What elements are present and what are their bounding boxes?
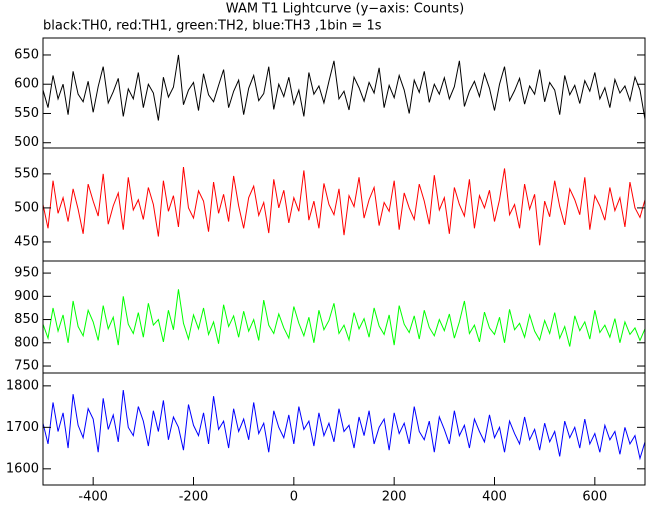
x-tick-label: -400 <box>78 490 108 505</box>
y-tick-label: 950 <box>14 266 39 281</box>
x-tick-label: 600 <box>582 490 607 505</box>
data-line <box>42 166 646 246</box>
x-tick-label: -200 <box>179 490 209 505</box>
panel-frame <box>42 372 646 486</box>
y-tick-label: 550 <box>14 106 39 121</box>
y-tick-label: 500 <box>14 200 39 215</box>
chart-title: WAM T1 Lightcurve (y−axis: Counts) <box>226 2 464 17</box>
y-tick-label: 850 <box>14 312 39 327</box>
y-tick-label: 800 <box>14 335 39 350</box>
y-tick-label: 500 <box>14 135 39 150</box>
x-tick-label: 0 <box>290 490 298 505</box>
y-tick-label: 1800 <box>6 378 39 393</box>
data-line <box>42 289 646 347</box>
panel-frame <box>42 147 646 262</box>
y-tick-label: 750 <box>14 359 39 374</box>
chart-subtitle: black:TH0, red:TH1, green:TH2, blue:TH3 … <box>43 19 382 34</box>
y-tick-label: 450 <box>14 234 39 249</box>
y-tick-label: 1600 <box>6 461 39 476</box>
y-tick-label: 1700 <box>6 420 39 435</box>
y-tick-label: 550 <box>14 166 39 181</box>
x-tick-label: 400 <box>482 490 507 505</box>
data-line <box>42 389 646 461</box>
y-tick-label: 650 <box>14 47 39 62</box>
y-tick-label: 900 <box>14 289 39 304</box>
data-line <box>42 54 646 121</box>
panel-frame <box>42 260 646 374</box>
y-tick-label: 600 <box>14 77 39 92</box>
x-tick-label: 200 <box>382 490 407 505</box>
